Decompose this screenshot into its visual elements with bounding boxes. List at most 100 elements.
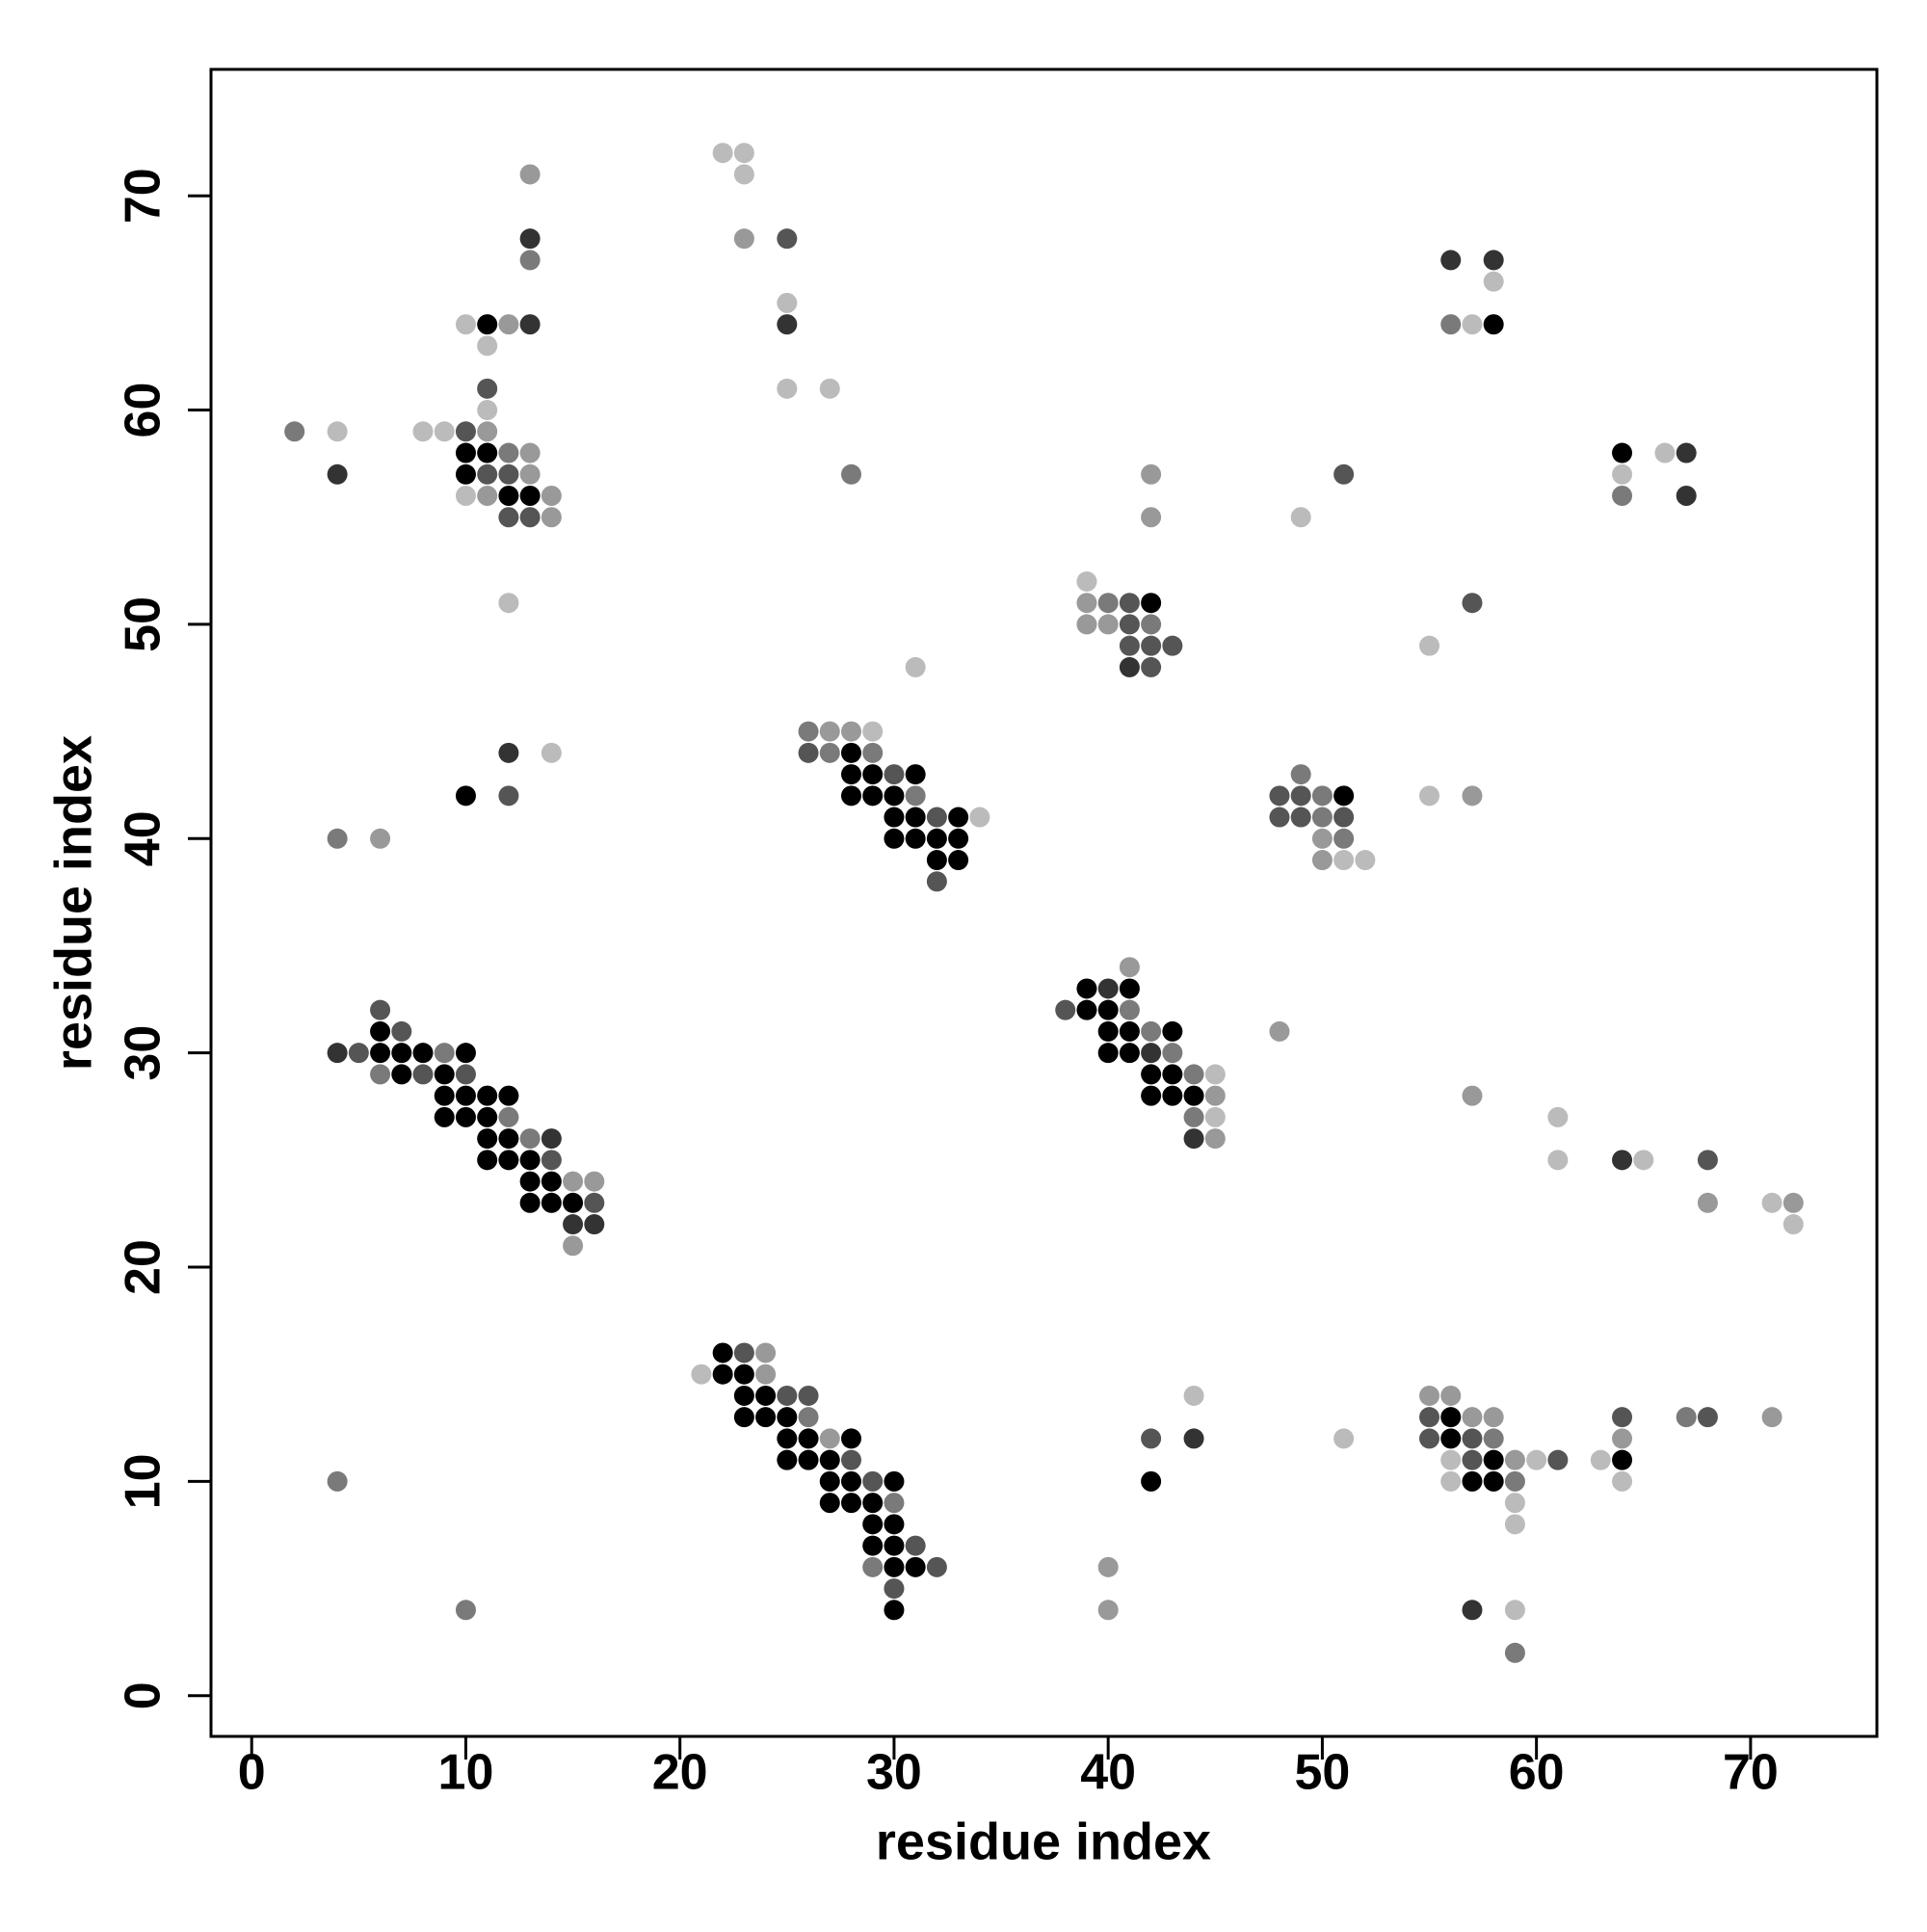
contact-point (948, 807, 969, 828)
contact-point (1269, 785, 1290, 807)
contact-point (1612, 486, 1633, 507)
contact-point (1162, 635, 1183, 656)
contact-point (905, 807, 926, 828)
contact-point (1547, 1106, 1569, 1127)
contact-point (284, 421, 305, 442)
contact-point (1290, 764, 1311, 785)
contact-point (541, 742, 562, 763)
contact-point (1162, 1085, 1183, 1106)
contact-point (840, 742, 861, 763)
contact-point (819, 1428, 840, 1449)
contact-point (691, 1363, 712, 1385)
contact-point (1311, 807, 1333, 828)
contact-point (755, 1342, 777, 1363)
contact-point (455, 1043, 476, 1064)
contact-point (1483, 314, 1504, 335)
contact-point (733, 1407, 754, 1428)
contact-point (348, 1043, 369, 1064)
contact-point (455, 1600, 476, 1621)
y-tick-label: 0 (116, 1681, 172, 1709)
contact-point (1697, 1192, 1718, 1213)
contact-point (1141, 463, 1162, 485)
contact-point (1141, 614, 1162, 635)
contact-point (1097, 614, 1119, 635)
contact-point (819, 1470, 840, 1492)
contact-point (1141, 507, 1162, 528)
contact-point (1462, 785, 1483, 807)
contact-point (1183, 1064, 1204, 1085)
contact-point (819, 742, 840, 763)
contact-point (584, 1192, 605, 1213)
contact-point (1440, 314, 1462, 335)
contact-point (1183, 1128, 1204, 1150)
contact-point (840, 785, 861, 807)
contact-point (370, 1020, 391, 1042)
contact-point (370, 999, 391, 1020)
contact-point (1097, 1600, 1119, 1621)
contact-point (1119, 999, 1140, 1020)
contact-point (1504, 1600, 1525, 1621)
contact-point (1483, 1407, 1504, 1428)
contact-point (327, 828, 348, 849)
contact-point (1183, 1085, 1204, 1106)
contact-point (1097, 978, 1119, 999)
contact-point (391, 1020, 412, 1042)
contact-point (1204, 1128, 1226, 1150)
contact-point (1676, 486, 1697, 507)
contact-point (1162, 1043, 1183, 1064)
contact-point (1612, 1428, 1633, 1449)
contact-point (519, 250, 541, 271)
contact-point (862, 721, 884, 742)
contact-point (948, 850, 969, 871)
contact-point (477, 486, 498, 507)
contact-point (733, 143, 754, 164)
contact-point (1526, 1449, 1547, 1470)
contact-point (1141, 1085, 1162, 1106)
contact-point (434, 1106, 455, 1127)
contact-point (1633, 1150, 1654, 1171)
contact-point (391, 1043, 412, 1064)
contact-point (519, 442, 541, 463)
contact-point (1141, 1428, 1162, 1449)
contact-point (1311, 850, 1333, 871)
contact-point (498, 593, 519, 614)
contact-point (412, 421, 434, 442)
contact-point (327, 463, 348, 485)
contact-point (905, 828, 926, 849)
contact-point (1076, 614, 1097, 635)
contact-point (1333, 1428, 1355, 1449)
contact-point (926, 850, 947, 871)
contact-point (1419, 1385, 1440, 1406)
contact-point (884, 807, 905, 828)
contact-point (455, 314, 476, 335)
contact-point (1119, 978, 1140, 999)
contact-point (755, 1363, 777, 1385)
contact-point (1311, 785, 1333, 807)
contact-point (1654, 442, 1676, 463)
contact-point (819, 1449, 840, 1470)
contact-point (370, 1064, 391, 1085)
contact-point (798, 1385, 819, 1406)
contact-point (498, 1106, 519, 1127)
contact-point (1483, 1470, 1504, 1492)
contact-point (1440, 1428, 1462, 1449)
contact-point (541, 1171, 562, 1192)
contact-point (777, 292, 798, 313)
x-tick-label: 0 (238, 1745, 266, 1801)
contact-point (1676, 442, 1697, 463)
contact-point (840, 1470, 861, 1492)
y-tick-label: 70 (116, 168, 172, 224)
contact-point (862, 1514, 884, 1535)
contact-point (1462, 1470, 1483, 1492)
contact-point (1440, 1407, 1462, 1428)
contact-point (1419, 785, 1440, 807)
contact-point (777, 1385, 798, 1406)
contact-point (455, 421, 476, 442)
contact-point (798, 1407, 819, 1428)
contact-point (1119, 957, 1140, 978)
contact-point (519, 486, 541, 507)
plot-frame (209, 67, 1879, 1738)
contact-point (798, 1428, 819, 1449)
contact-point (1547, 1449, 1569, 1470)
